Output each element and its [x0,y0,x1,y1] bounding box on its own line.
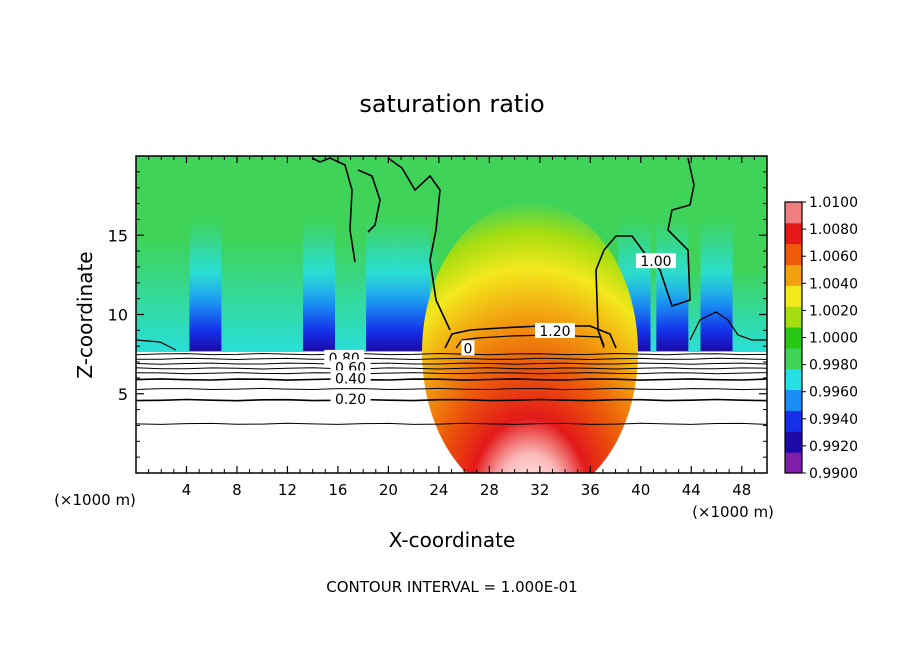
isoline-0 [136,422,767,425]
isoline-6 [136,362,767,365]
y-tick-label: 15 [108,226,128,245]
isoline-7 [136,357,767,361]
streak-0 [189,219,222,351]
isoline-2 [136,387,767,391]
colorbar-tick-label: 0.9940 [809,412,858,428]
contour-label: 1.00 [640,254,671,270]
colorbar-tick-label: 1.0040 [809,276,858,292]
x-axis-unit-left: (×1000 m) [54,491,136,509]
x-axis-unit-right: (×1000 m) [692,503,774,521]
contour-label-bg [461,340,475,356]
x-tick-label: 44 [682,481,701,499]
isoline-5 [136,367,767,370]
x-tick-label: 48 [732,481,751,499]
x-tick-label: 28 [480,481,499,499]
x-tick-label: 12 [278,481,297,499]
contour-label-bg [330,391,371,407]
x-tick-label: 36 [581,481,600,499]
chart-title: saturation ratio [359,90,544,118]
y-axis-label: Z-coordinate [73,251,97,378]
contour-right-cells [689,311,767,341]
y-tick-label: 5 [118,385,128,404]
colorbar-swatch-5 [785,347,802,370]
contour-1-00-left [311,157,451,331]
contour-label: 1.20 [539,324,570,340]
contour-label: 0.20 [335,392,366,408]
colorbar-tick-label: 1.0060 [809,249,858,265]
colorbar-swatch-0 [785,452,802,474]
supersaturated-dome [422,202,638,473]
x-tick-label: 32 [530,481,549,499]
isoline-4 [136,372,767,375]
contour-left-edge [136,339,177,351]
streak-6 [700,219,733,351]
contour-label-bg [330,370,371,386]
colorbar-tick-label: 1.0100 [809,195,858,211]
streak-1 [302,219,335,351]
y-axis: 5 10 15 [108,171,767,458]
contour-1-20-inner [455,334,605,349]
y-tick-label: 10 [108,306,128,325]
colorbar-swatch-6 [785,327,802,349]
x-tick-label: 4 [182,481,192,499]
streak-2 [366,219,399,351]
colorbar-tick-label: 0.9980 [809,358,858,374]
colorbar-swatch-3 [785,389,802,411]
x-tick-label: 20 [379,481,398,499]
isoline-3 [136,378,767,381]
x-tick-label: 24 [429,481,448,499]
x-axis-label: X-coordinate [389,528,516,552]
contour-labels: 1.201.000.800.600.400.200 [324,253,676,408]
contour-label: 0.40 [335,371,366,387]
colorbar-swatch-12 [785,202,802,224]
colorbar-tick-label: 1.0000 [809,331,858,347]
contour-lines [136,352,767,425]
streak-5 [656,219,689,351]
colorbar-swatch-10 [785,243,802,266]
isoline-1 [136,398,767,402]
colorbar-swatch-8 [785,285,802,307]
contour-1-00-right [595,157,695,347]
contour-label-bg [635,253,676,269]
colorbar-swatch-1 [785,431,802,453]
x-tick-label: 8 [232,481,242,499]
contour-label: 0 [463,341,472,357]
colorbar-tick-label: 1.0020 [809,303,858,319]
colorbar-swatch-9 [785,264,802,286]
x-tick-label: 40 [631,481,650,499]
colorbar-swatch-2 [785,410,802,432]
contour-label-bg [534,322,575,338]
colorbar-tick-label: 1.0080 [809,222,858,238]
colorbar-tick-label: 0.9900 [809,466,858,482]
isoline-8 [136,352,767,356]
colorbar-tick-label: 0.9920 [809,439,858,455]
x-tick-label: 16 [328,481,347,499]
colorbar-tick-label: 0.9960 [809,385,858,401]
colorbar-swatch-11 [785,222,802,245]
contour-1-20-cap [444,325,617,349]
heatmap-field [136,156,767,473]
colorbar: 0.9900 0.9920 0.9940 0.9960 0.9980 1.0000 1.00… [784,195,858,482]
colorbar-swatch-7 [785,306,802,328]
colorbar-swatch-4 [785,368,802,391]
contour-interval-note: CONTOUR INTERVAL = 1.000E-01 [326,578,577,596]
x-axis: 4 8 12 16 20 24 28 32 36 40 44 48 [148,156,755,499]
